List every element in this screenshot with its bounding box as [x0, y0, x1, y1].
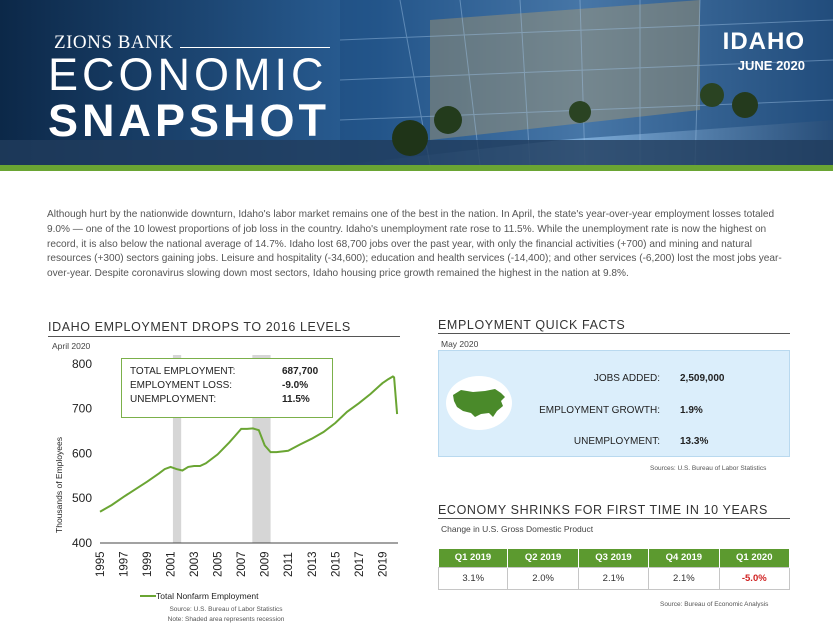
- x-tick-label: 1999: [142, 551, 154, 577]
- gdp-column-header: Q4 2019: [648, 549, 720, 567]
- y-tick-label: 700: [72, 402, 92, 416]
- fact-label: UNEMPLOYMENT:: [573, 436, 660, 447]
- x-tick-label: 2015: [330, 551, 342, 577]
- usa-map-icon: [446, 376, 512, 430]
- gdp-column-header: Q2 2019: [507, 549, 579, 567]
- gdp-source: Source: Bureau of Economic Analysis: [660, 601, 769, 608]
- gdp-column-header: Q3 2019: [578, 549, 650, 567]
- callout-value: 11.5%: [282, 394, 310, 405]
- gdp-subtitle: Change in U.S. Gross Domestic Product: [441, 524, 594, 534]
- title-economic: ECONOMIC: [48, 49, 328, 100]
- fact-label: EMPLOYMENT GROWTH:: [539, 405, 660, 416]
- gdp-section-rule: [438, 518, 790, 519]
- employment-subtitle: April 2020: [52, 341, 91, 351]
- callout-row: TOTAL EMPLOYMENT: 687,700: [130, 366, 332, 380]
- gdp-value-cell: 2.0%: [507, 566, 579, 590]
- callout-row: EMPLOYMENT LOSS: -9.0%: [130, 380, 332, 394]
- gdp-column-header: Q1 2020: [719, 549, 791, 567]
- facts-section-rule: [438, 333, 790, 334]
- series-line-total-nonfarm: [99, 375, 399, 513]
- fact-value: 1.9%: [680, 405, 703, 416]
- employment-section-rule: [48, 336, 400, 337]
- gdp-value-row: 3.1% 2.0% 2.1% 2.1% -5.0%: [437, 566, 791, 590]
- y-axis-label: Thousands of Employees: [54, 437, 64, 533]
- facts-section-title: EMPLOYMENT QUICK FACTS: [438, 318, 626, 332]
- x-tick-label: 1995: [95, 551, 107, 577]
- x-tick-label: 2019: [377, 551, 389, 577]
- legend-label: Total Nonfarm Employment: [156, 591, 259, 601]
- title-snapshot: SNAPSHOT: [48, 95, 331, 146]
- quick-facts-box: JOBS ADDED: 2,509,000 EMPLOYMENT GROWTH:…: [438, 350, 790, 457]
- gdp-value-cell: 2.1%: [648, 566, 720, 590]
- x-tick-label: 2011: [283, 552, 295, 577]
- employment-section-title: IDAHO EMPLOYMENT DROPS TO 2016 LEVELS: [48, 320, 351, 334]
- employment-source: Source: U.S. Bureau of Labor Statistics: [169, 606, 283, 613]
- y-tick-label: 400: [72, 536, 92, 550]
- fact-value: 2,509,000: [680, 373, 725, 384]
- bank-name: ZIONS BANK: [54, 32, 174, 53]
- x-tick-label: 2007: [236, 551, 248, 577]
- y-tick-label: 500: [72, 491, 92, 505]
- fact-label: JOBS ADDED:: [593, 373, 660, 384]
- header-divider: [0, 165, 833, 171]
- gdp-value-cell-negative: -5.0%: [718, 566, 791, 590]
- gdp-value-cell: 3.1%: [437, 566, 509, 590]
- x-tick-label: 2017: [354, 551, 366, 577]
- report-month: JUNE 2020: [737, 58, 805, 73]
- employment-note: Note: Shaded area represents recession: [168, 616, 285, 623]
- building-photo: [0, 0, 833, 165]
- gdp-table: Q1 2019 Q2 2019 Q3 2019 Q4 2019 Q1 2020 …: [437, 549, 791, 590]
- callout-value: 687,700: [282, 366, 319, 377]
- callout-value: -9.0%: [282, 380, 309, 391]
- facts-subtitle: May 2020: [441, 339, 479, 349]
- facts-source: Sources: U.S. Bureau of Labor Statistics: [650, 465, 767, 472]
- x-axis-ticks: 1995 1997 1999 2001 2003 2005 2007 2009 2011 2013…: [95, 542, 398, 577]
- brand-rule: [180, 47, 330, 48]
- x-tick-label: 2009: [260, 551, 272, 577]
- x-tick-label: 1997: [119, 551, 131, 577]
- gdp-column-header: Q1 2019: [438, 549, 509, 567]
- y-tick-label: 600: [72, 446, 92, 460]
- x-tick-label: 2005: [213, 551, 225, 577]
- x-tick-label: 2003: [189, 551, 201, 577]
- y-tick-label: 800: [72, 357, 92, 371]
- state-name: IDAHO: [722, 28, 805, 55]
- x-tick-label: 2013: [307, 551, 319, 577]
- callout-row: UNEMPLOYMENT: 11.5%: [130, 394, 332, 408]
- gdp-header-row: Q1 2019 Q2 2019 Q3 2019 Q4 2019 Q1 2020: [438, 549, 791, 567]
- callout-label: EMPLOYMENT LOSS:: [130, 380, 233, 391]
- intro-paragraph: Although hurt by the nationwide downturn…: [47, 209, 782, 280]
- gdp-value-cell: 2.1%: [577, 566, 650, 590]
- recession-band: [172, 355, 182, 543]
- fact-value: 13.3%: [680, 436, 709, 447]
- x-tick-label: 2001: [166, 551, 178, 577]
- y-axis-ticks: 800 700 600 500 400: [72, 357, 92, 550]
- header-banner: ZIONS BANK ECONOMIC SNAPSHOT IDAHO JUNE …: [0, 0, 833, 165]
- employment-callout: TOTAL EMPLOYMENT: 687,700 EMPLOYMENT LOS…: [121, 358, 333, 418]
- callout-label: UNEMPLOYMENT:: [130, 394, 217, 405]
- callout-label: TOTAL EMPLOYMENT:: [130, 366, 236, 377]
- gdp-section-title: ECONOMY SHRINKS FOR FIRST TIME IN 10 YEA…: [438, 503, 768, 517]
